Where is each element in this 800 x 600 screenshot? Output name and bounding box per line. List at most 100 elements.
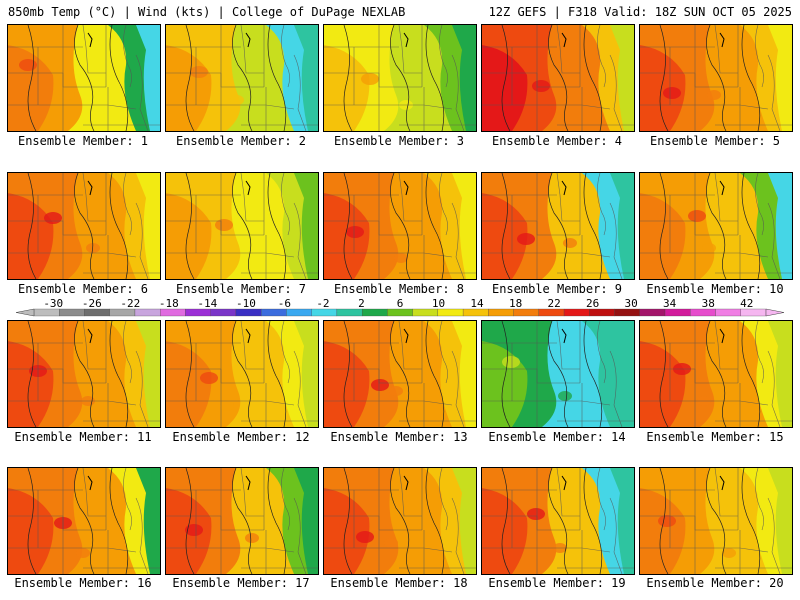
colorbar-segment [361,308,388,317]
colorbar-segment [690,308,716,317]
ensemble-member-map [7,320,161,428]
temperature-map [166,173,318,279]
ensemble-member-map [481,320,635,428]
ensemble-member-label: Ensemble Member: 12 [172,430,310,444]
ensemble-member-label: Ensemble Member: 11 [14,430,152,444]
colorbar-segment [715,308,741,317]
temperature-map [324,468,476,574]
colorbar-tick-label: 26 [586,297,599,310]
colorbar-tick-label: -26 [82,297,102,310]
colorbar-segment [614,308,640,317]
temperature-map [482,25,634,131]
colorbar-segment [664,308,691,317]
colorbar-segment [336,308,363,317]
colorbar-tick-label: 34 [663,297,677,310]
ensemble-member-label: Ensemble Member: 2 [175,134,307,148]
ensemble-member-map [165,24,319,132]
colorbar-tick-label: -18 [159,297,179,310]
temperature-map [8,25,160,131]
colorbar-tick-label: 38 [702,297,715,310]
ensemble-member-label: Ensemble Member: 7 [175,282,307,296]
map-title: 850mb Temp (°C) | Wind (kts) | College o… [8,5,406,19]
colorbar-segment [286,308,312,317]
colorbar-tick-label: -22 [120,297,140,310]
colorbar-tick-label: -2 [316,297,329,310]
colorbar-tick-label: 42 [740,297,753,310]
ensemble-member-map [639,467,793,575]
ensemble-member-label: Ensemble Member: 4 [491,134,623,148]
temperature-colorbar: -30 -26 -22 -18 -14 -10 -6 -2 2 6 10 14 18 22 26 30 34 38… [15,297,785,317]
colorbar-right-arrow [765,308,785,317]
ensemble-member-map [7,172,161,280]
colorbar-tick-label: 30 [625,297,638,310]
temperature-map [166,468,318,574]
ensemble-member-map [165,172,319,280]
colorbar-segment [563,308,590,317]
colorbar-tick-label: -14 [197,297,217,310]
ensemble-member-map [165,467,319,575]
colorbar-tick-label: 14 [470,297,484,310]
temperature-map [324,25,476,131]
ensemble-member-label: Ensemble Member: 10 [646,282,784,296]
ensemble-member-map [165,320,319,428]
temperature-map [640,321,792,427]
ensemble-member-label: Ensemble Member: 13 [330,430,468,444]
temperature-map [8,173,160,279]
ensemble-member-label: Ensemble Member: 19 [488,576,626,590]
temperature-map [8,468,160,574]
ensemble-member-label: Ensemble Member: 14 [488,430,626,444]
temperature-map [482,173,634,279]
colorbar-segment [488,308,514,317]
colorbar-segment [261,308,287,317]
colorbar-segment [513,308,539,317]
ensemble-member-map [481,24,635,132]
temperature-map [324,321,476,427]
ensemble-member-label: Ensemble Member: 17 [172,576,310,590]
colorbar-segment [59,308,85,317]
temperature-map [482,321,634,427]
model-run-info: 12Z GEFS | F318 Valid: 18Z SUN OCT 05 20… [488,5,792,19]
ensemble-member-map [639,24,793,132]
colorbar-left-arrow [15,308,35,317]
colorbar-segment [538,308,565,317]
colorbar-segment [639,308,666,317]
ensemble-member-map [323,467,477,575]
colorbar-segment [160,308,186,317]
ensemble-member-map [323,24,477,132]
colorbar-tick-label: 6 [397,297,404,310]
ensemble-member-label: Ensemble Member: 18 [330,576,468,590]
colorbar-segment [387,308,413,317]
colorbar-segment [412,308,439,317]
colorbar-tick-label: 22 [547,297,560,310]
temperature-map [640,468,792,574]
ensemble-member-map [639,320,793,428]
colorbar-tick-label: -10 [236,297,256,310]
colorbar-tick-label: 2 [358,297,365,310]
ensemble-member-label: Ensemble Member: 20 [646,576,784,590]
ensemble-member-label: Ensemble Member: 6 [17,282,149,296]
colorbar-segment [589,308,615,317]
colorbar-segment [210,308,237,317]
colorbar-segment [185,308,211,317]
colorbar-segment [134,308,161,317]
temperature-map [482,468,634,574]
temperature-map [166,25,318,131]
colorbar-tick-label: 10 [432,297,445,310]
colorbar-segment [311,308,338,317]
temperature-map [8,321,160,427]
colorbar-segment [109,308,136,317]
ensemble-member-map [7,467,161,575]
colorbar-segment [84,308,110,317]
ensemble-member-label: Ensemble Member: 5 [649,134,781,148]
ensemble-member-label: Ensemble Member: 3 [333,134,465,148]
ensemble-member-map [7,24,161,132]
temperature-map [166,321,318,427]
ensemble-member-map [323,320,477,428]
temperature-map [640,173,792,279]
colorbar-segment [437,308,464,317]
temperature-map [640,25,792,131]
ensemble-member-label: Ensemble Member: 1 [17,134,149,148]
colorbar-segment [462,308,489,317]
colorbar-tick-label: 18 [509,297,522,310]
colorbar-tick-label: -30 [43,297,63,310]
